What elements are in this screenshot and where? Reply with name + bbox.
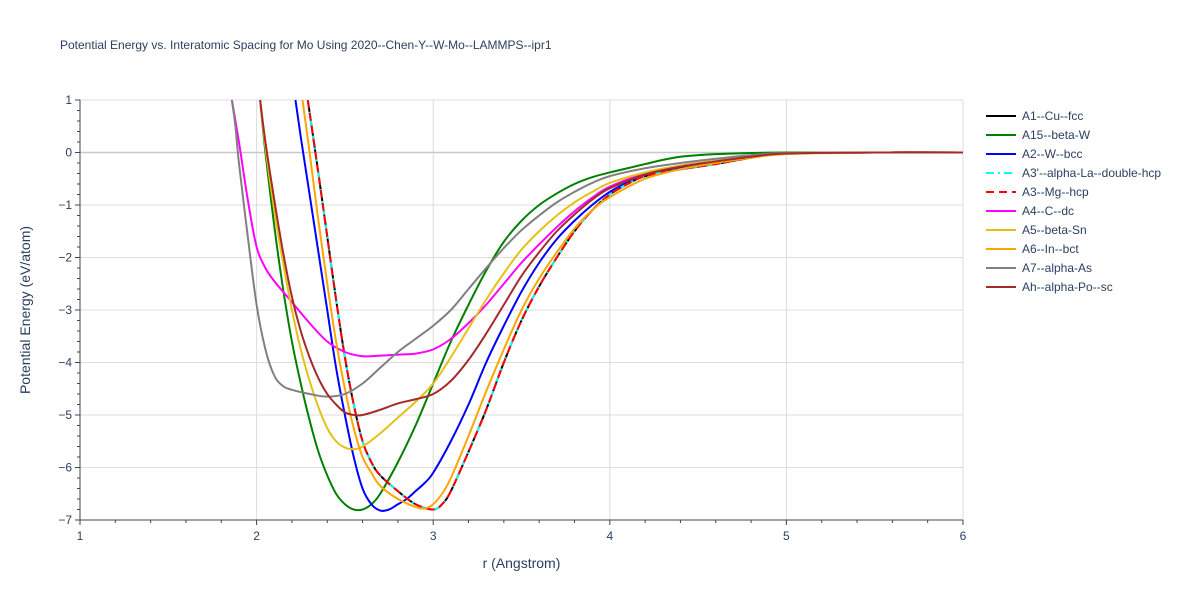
legend-swatch bbox=[984, 263, 1016, 273]
series-line-6 bbox=[259, 100, 963, 451]
legend-swatch bbox=[984, 206, 1016, 216]
x-tick-label: 6 bbox=[960, 529, 967, 543]
series-line-7 bbox=[301, 100, 963, 510]
y-tick-label: −1 bbox=[58, 198, 72, 212]
series-line-5 bbox=[230, 100, 963, 358]
x-tick-label: 1 bbox=[77, 529, 84, 543]
legend-label: A4--C--dc bbox=[1022, 203, 1075, 218]
legend-swatch bbox=[984, 130, 1016, 140]
legend-swatch bbox=[984, 168, 1016, 178]
legend-label: A15--beta-W bbox=[1022, 127, 1091, 142]
legend-item[interactable]: A3--Mg--hcp bbox=[984, 182, 1194, 201]
x-tick-label: 4 bbox=[606, 529, 613, 543]
x-tick-label: 5 bbox=[783, 529, 790, 543]
legend-item[interactable]: A1--Cu--fcc bbox=[984, 106, 1194, 125]
y-tick-label: −5 bbox=[58, 408, 72, 422]
y-tick-label: −2 bbox=[58, 251, 72, 265]
legend-swatch bbox=[984, 187, 1016, 197]
legend-label: A7--alpha-As bbox=[1022, 260, 1093, 275]
legend-swatch bbox=[984, 282, 1016, 292]
legend-item[interactable]: A15--beta-W bbox=[984, 125, 1194, 144]
legend-item[interactable]: A6--In--bct bbox=[984, 239, 1194, 258]
x-tick-label: 2 bbox=[253, 529, 260, 543]
legend-label: A1--Cu--fcc bbox=[1022, 108, 1084, 123]
series-line-9 bbox=[259, 100, 963, 417]
legend-item[interactable]: A5--beta-Sn bbox=[984, 220, 1194, 239]
y-tick-label: 1 bbox=[65, 93, 72, 107]
legend-swatch bbox=[984, 225, 1016, 235]
legend-label: A3--Mg--hcp bbox=[1022, 184, 1089, 199]
series-line-1 bbox=[259, 100, 963, 512]
series-line-8 bbox=[230, 100, 963, 398]
series-group bbox=[230, 100, 963, 512]
y-tick-label: −6 bbox=[58, 461, 72, 475]
legend-item[interactable]: A4--C--dc bbox=[984, 201, 1194, 220]
chart-title: Potential Energy vs. Interatomic Spacing… bbox=[60, 38, 552, 52]
legend-swatch bbox=[984, 244, 1016, 254]
legend-swatch bbox=[984, 111, 1016, 121]
legend-label: A3'--alpha-La--double-hcp bbox=[1022, 165, 1162, 180]
legend: A1--Cu--fcc A15--beta-W A2--W--bcc A3'--alp… bbox=[984, 106, 1194, 296]
legend-label: A2--W--bcc bbox=[1022, 146, 1083, 161]
y-tick-label: −4 bbox=[58, 356, 72, 370]
legend-label: A5--beta-Sn bbox=[1022, 222, 1087, 237]
y-tick-label: 0 bbox=[65, 146, 72, 160]
legend-item[interactable]: A7--alpha-As bbox=[984, 258, 1194, 277]
legend-label: A6--In--bct bbox=[1022, 241, 1079, 256]
series-line-2 bbox=[294, 100, 963, 512]
y-tick-label: −3 bbox=[58, 303, 72, 317]
legend-item[interactable]: Ah--alpha-Po--sc bbox=[984, 277, 1194, 296]
legend-item[interactable]: A3'--alpha-La--double-hcp bbox=[984, 163, 1194, 182]
x-tick-label: 3 bbox=[430, 529, 437, 543]
x-axis-title: r (Angstrom) bbox=[483, 555, 561, 571]
legend-label: Ah--alpha-Po--sc bbox=[1022, 279, 1113, 294]
legend-item[interactable]: A2--W--bcc bbox=[984, 144, 1194, 163]
y-tick-label: −7 bbox=[58, 513, 72, 527]
legend-swatch bbox=[984, 149, 1016, 159]
y-axis-title: Potential Energy (eV/atom) bbox=[17, 226, 33, 394]
